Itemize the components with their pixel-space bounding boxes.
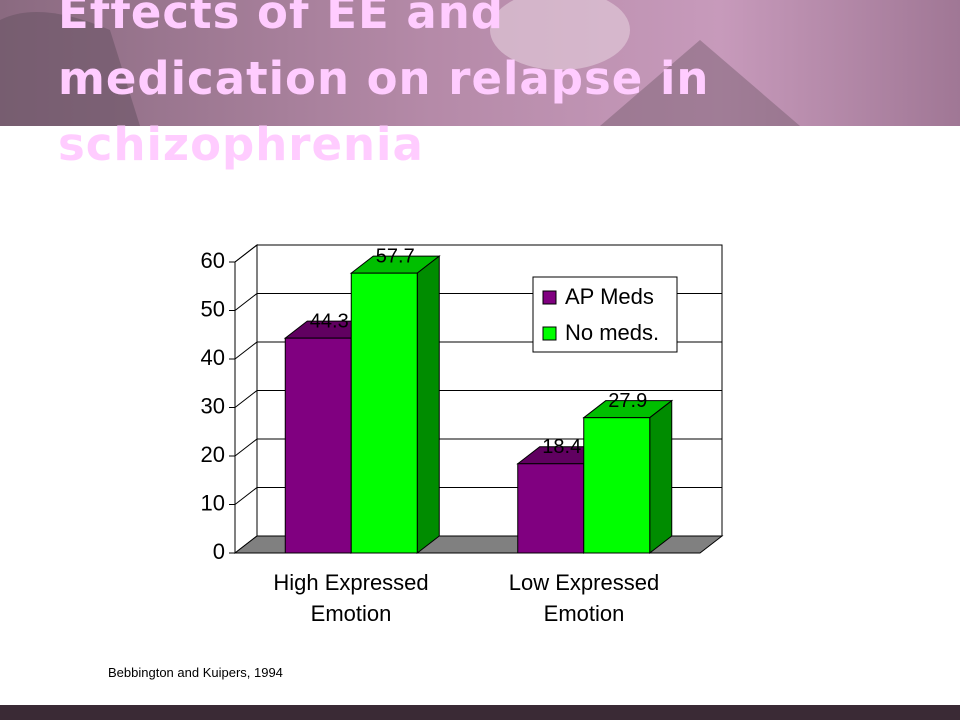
- slide-title: Effects of EE and medication on relapse …: [58, 0, 710, 171]
- grid-line: [234, 244, 722, 263]
- bar-side: [649, 399, 673, 555]
- data-label: 27.9: [608, 390, 647, 412]
- bar-front: [284, 337, 352, 554]
- data-label: 18.4: [542, 436, 581, 458]
- header-background: [0, 0, 960, 126]
- bar-front: [350, 272, 418, 554]
- grid-line: [234, 438, 722, 457]
- legend-swatch: [542, 290, 557, 305]
- bar-front: [517, 463, 585, 554]
- bar-side: [416, 255, 440, 555]
- data-label: 57.7: [376, 245, 415, 267]
- bar: [582, 399, 674, 555]
- data-label: 44.3: [310, 310, 349, 332]
- header-decoration: [490, 0, 630, 70]
- header-decoration: [600, 40, 800, 126]
- plot-area: 0 10 20 30 40 50 60 44.3 57.7 18.4 27.9 AP Meds No m…: [201, 243, 724, 564]
- source-note: Bebbington and Kuipers, 1994: [108, 665, 283, 680]
- legend-swatch: [542, 326, 557, 341]
- y-tick-label: 40: [201, 345, 225, 370]
- legend-label: AP Meds: [565, 284, 654, 309]
- grid-line: [234, 390, 722, 408]
- bar-front: [583, 417, 651, 554]
- y-tick-label: 0: [213, 539, 225, 564]
- y-tick-label: 60: [201, 248, 225, 273]
- header-decoration: [0, 12, 140, 126]
- footer-strip: [0, 705, 960, 720]
- legend-box: [532, 276, 678, 353]
- x-tick-label: Low Expressed Emotion: [508, 570, 660, 626]
- y-tick-label: 20: [201, 442, 225, 467]
- y-tick-label: 50: [201, 296, 225, 321]
- legend-label: No meds.: [565, 320, 659, 345]
- y-tick-label: 10: [201, 490, 225, 515]
- x-tick-label: High Expressed Emotion: [273, 570, 429, 626]
- y-tick-label: 30: [201, 393, 225, 418]
- bar: [349, 255, 441, 555]
